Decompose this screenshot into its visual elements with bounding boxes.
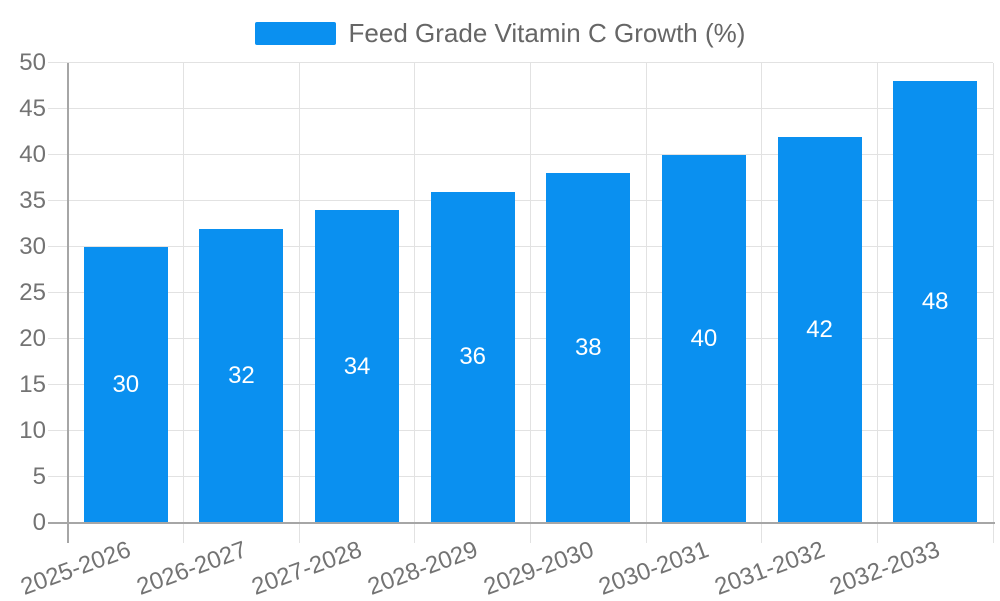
bar[interactable]: 38 xyxy=(546,173,631,523)
x-axis-tick-label: 2025-2026 xyxy=(17,536,135,601)
y-axis-tick-label: 30 xyxy=(19,233,46,260)
bar[interactable]: 34 xyxy=(315,210,400,523)
gridline-horizontal xyxy=(48,430,993,431)
y-axis-tick-label: 35 xyxy=(19,187,46,214)
legend[interactable]: Feed Grade Vitamin C Growth (%) xyxy=(0,19,1000,47)
gridline-vertical xyxy=(761,63,763,543)
bar[interactable]: 36 xyxy=(430,191,515,523)
gridline-horizontal xyxy=(48,62,993,63)
legend-swatch-icon xyxy=(254,21,336,45)
x-axis-tick-label: 2029-2030 xyxy=(479,536,597,601)
y-axis-tick-label: 40 xyxy=(19,141,46,168)
gridline-horizontal xyxy=(48,384,993,385)
bar[interactable]: 40 xyxy=(661,155,746,523)
x-axis-tick-label: 2030-2031 xyxy=(595,536,713,601)
x-axis-tick-label: 2031-2032 xyxy=(711,536,829,601)
y-axis-tick-label: 15 xyxy=(19,371,46,398)
y-axis-tick-label: 45 xyxy=(19,95,46,122)
y-axis-tick-label: 5 xyxy=(32,463,46,490)
bar-value-label: 40 xyxy=(690,325,718,352)
y-axis-line xyxy=(67,63,69,543)
bar[interactable]: 30 xyxy=(83,247,168,523)
bar[interactable]: 48 xyxy=(893,81,978,523)
y-axis-tick-label: 20 xyxy=(19,325,46,352)
bar-value-label: 34 xyxy=(343,352,371,380)
plot-area: 0 5 10 15 20 25 30 35 40 45 50 30 2025-2026 32 2026-20… xyxy=(17,49,995,601)
gridline-vertical xyxy=(645,63,647,543)
gridline-horizontal xyxy=(48,338,993,339)
y-axis-tick-label: 50 xyxy=(19,49,46,76)
x-axis-line xyxy=(48,522,995,524)
bar[interactable]: 32 xyxy=(199,228,284,523)
gridline-horizontal xyxy=(48,154,993,155)
bar-value-label: 32 xyxy=(228,361,255,389)
bar-value-label: 30 xyxy=(112,371,140,398)
y-axis-tick-label: 0 xyxy=(32,509,46,536)
x-axis-tick-label: 2032-2033 xyxy=(826,536,944,601)
x-axis-tick-label: 2027-2028 xyxy=(248,536,366,601)
bar-value-label: 42 xyxy=(806,315,833,343)
gridline-vertical xyxy=(414,63,416,543)
legend-label: Feed Grade Vitamin C Growth (%) xyxy=(348,18,746,48)
gridline-horizontal xyxy=(48,108,993,109)
x-axis-tick-label: 2026-2027 xyxy=(132,536,250,601)
y-axis-tick-label: 25 xyxy=(19,279,46,306)
gridline-horizontal xyxy=(48,476,993,477)
gridline-vertical xyxy=(530,63,531,543)
bar-value-label: 36 xyxy=(459,343,487,371)
x-axis-tick-label: 2028-2029 xyxy=(364,536,482,601)
gridline-horizontal xyxy=(48,292,993,293)
gridline-horizontal xyxy=(48,200,993,201)
bar-value-label: 48 xyxy=(921,288,949,316)
bar[interactable]: 42 xyxy=(777,136,862,523)
gridline-horizontal xyxy=(48,246,993,247)
gridline-vertical xyxy=(183,63,185,543)
gridline-vertical xyxy=(876,63,878,543)
gridline-vertical xyxy=(992,63,994,543)
y-axis-tick-label: 10 xyxy=(19,417,46,444)
bar-value-label: 38 xyxy=(574,334,602,362)
gridline-vertical xyxy=(298,63,300,543)
